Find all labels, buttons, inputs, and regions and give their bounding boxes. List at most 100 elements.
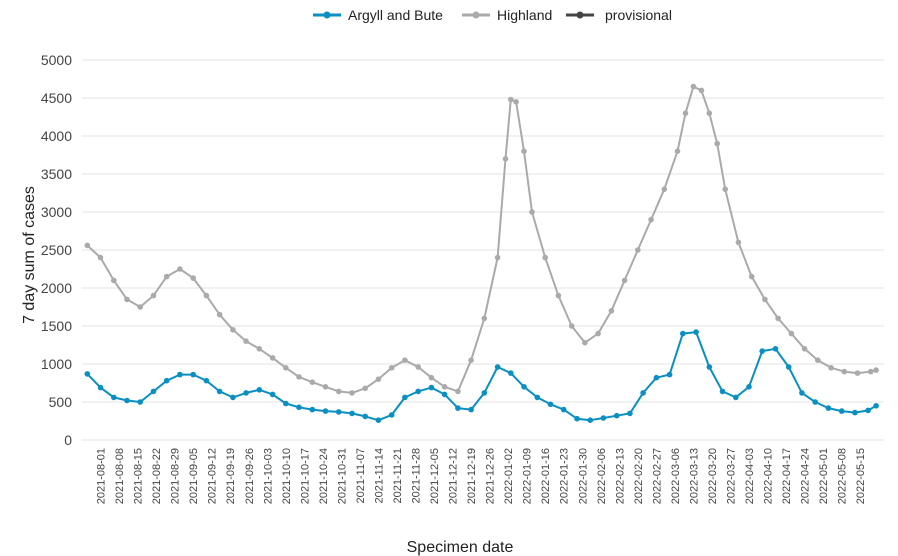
data-point-highland: [111, 277, 117, 284]
data-point-highland: [608, 308, 615, 314]
legend-marker-provisional: [576, 11, 584, 19]
data-point-argyll-and-bute: [746, 384, 752, 390]
x-tick-label: 2021-09-26: [244, 448, 256, 504]
data-point-argyll-and-bute: [825, 405, 832, 411]
data-point-highland: [230, 327, 236, 333]
data-point-argyll-and-bute: [375, 417, 382, 424]
data-point-argyll-and-bute: [494, 364, 501, 370]
data-point-argyll-and-bute: [521, 384, 527, 390]
series-layer: [84, 83, 879, 424]
data-point-argyll-and-bute: [534, 394, 541, 401]
data-point-highland: [84, 242, 91, 249]
data-point-highland: [698, 87, 705, 94]
x-tick-label: 2021-12-05: [429, 448, 441, 504]
x-tick-label: 2021-11-07: [355, 448, 367, 503]
data-point-highland: [690, 83, 697, 90]
data-point-highland: [529, 209, 535, 215]
data-point-highland: [735, 239, 742, 246]
series-line-argyll-and-bute: [86, 331, 877, 422]
data-point-highland: [335, 388, 342, 395]
data-point-highland: [322, 384, 329, 390]
data-point-argyll-and-bute: [137, 399, 143, 405]
data-point-highland: [815, 357, 821, 364]
x-tick-label: 2022-03-20: [707, 448, 719, 504]
data-point-highland: [828, 365, 834, 371]
y-tick-label: 1500: [41, 318, 72, 334]
data-point-highland: [854, 370, 861, 376]
legend-marker-argyll: [323, 11, 331, 19]
data-point-highland: [256, 346, 263, 352]
data-point-highland: [468, 357, 474, 364]
data-point-highland: [150, 292, 157, 299]
x-tick-label: 2022-02-13: [614, 448, 626, 504]
data-point-argyll-and-bute: [693, 329, 699, 335]
data-point-argyll-and-bute: [812, 399, 818, 405]
x-tick-label: 2021-09-12: [207, 448, 219, 504]
data-point-highland: [494, 254, 501, 261]
legend-marker-highland: [472, 11, 480, 19]
data-point-highland: [762, 296, 768, 303]
data-point-argyll-and-bute: [785, 364, 792, 370]
data-point-highland: [124, 296, 130, 303]
x-tick-label: 2021-10-17: [299, 448, 311, 504]
y-tick-label: 1000: [41, 356, 72, 372]
data-point-argyll-and-bute: [256, 387, 263, 393]
x-tick-label: 2022-01-02: [503, 448, 515, 504]
data-point-argyll-and-bute: [428, 384, 435, 391]
y-tick-label: 2000: [41, 280, 72, 296]
data-point-highland: [269, 355, 276, 361]
data-point-argyll-and-bute: [653, 374, 660, 381]
x-tick-label: 2021-08-22: [151, 448, 163, 504]
data-point-highland: [648, 216, 654, 223]
data-point-argyll-and-bute: [177, 371, 183, 378]
data-point-highland: [309, 379, 316, 386]
data-point-argyll-and-bute: [309, 406, 316, 413]
data-point-argyll-and-bute: [574, 415, 580, 422]
x-tick-label: 2022-05-15: [855, 448, 867, 504]
data-point-argyll-and-bute: [733, 394, 739, 401]
data-point-highland: [841, 368, 848, 375]
gridlines: [82, 59, 884, 441]
data-point-highland: [542, 254, 548, 261]
x-tick-label: 2021-10-03: [262, 448, 274, 504]
x-tick-label: 2021-08-01: [96, 448, 108, 504]
data-point-highland: [375, 376, 382, 383]
data-point-argyll-and-bute: [335, 409, 342, 415]
series-line-highland: [86, 85, 877, 394]
y-tick-label: 500: [49, 394, 73, 410]
data-point-argyll-and-bute: [296, 404, 302, 411]
x-tick-label: 2021-12-26: [485, 448, 497, 504]
data-point-highland: [502, 156, 509, 162]
data-point-highland: [582, 339, 588, 346]
data-point-highland: [388, 365, 395, 371]
x-tick-label: 2021-12-12: [448, 448, 460, 504]
data-point-highland: [415, 364, 422, 370]
data-point-argyll-and-bute: [873, 403, 879, 409]
x-tick-label: 2022-02-27: [651, 448, 663, 504]
data-point-highland: [521, 148, 527, 154]
data-point-argyll-and-bute: [362, 413, 369, 420]
data-point-highland: [508, 96, 514, 103]
data-point-argyll-and-bute: [600, 415, 607, 421]
data-point-argyll-and-bute: [230, 394, 236, 401]
data-point-argyll-and-bute: [111, 394, 117, 401]
data-point-argyll-and-bute: [322, 408, 329, 414]
x-tick-label: 2022-01-23: [559, 448, 571, 504]
x-tick-label: 2021-11-21: [392, 448, 404, 503]
x-tick-label: 2022-05-01: [818, 448, 830, 504]
data-point-highland: [428, 374, 435, 381]
x-tick-label: 2021-10-31: [336, 448, 348, 504]
legend-label-provisional: provisional: [605, 7, 672, 23]
x-tick-label: 2021-08-08: [114, 448, 126, 504]
data-point-highland: [362, 385, 369, 392]
data-point-highland: [568, 323, 575, 329]
x-tick-label: 2022-02-20: [633, 448, 645, 504]
data-point-highland: [635, 247, 641, 253]
x-tick-label: 2022-03-27: [725, 448, 737, 504]
data-point-argyll-and-bute: [481, 390, 488, 396]
data-point-highland: [706, 110, 713, 116]
y-tick-label: 0: [64, 432, 72, 448]
x-tick-label: 2022-01-09: [522, 448, 534, 504]
data-point-argyll-and-bute: [799, 390, 805, 396]
x-tick-label: 2022-02-06: [596, 448, 608, 504]
